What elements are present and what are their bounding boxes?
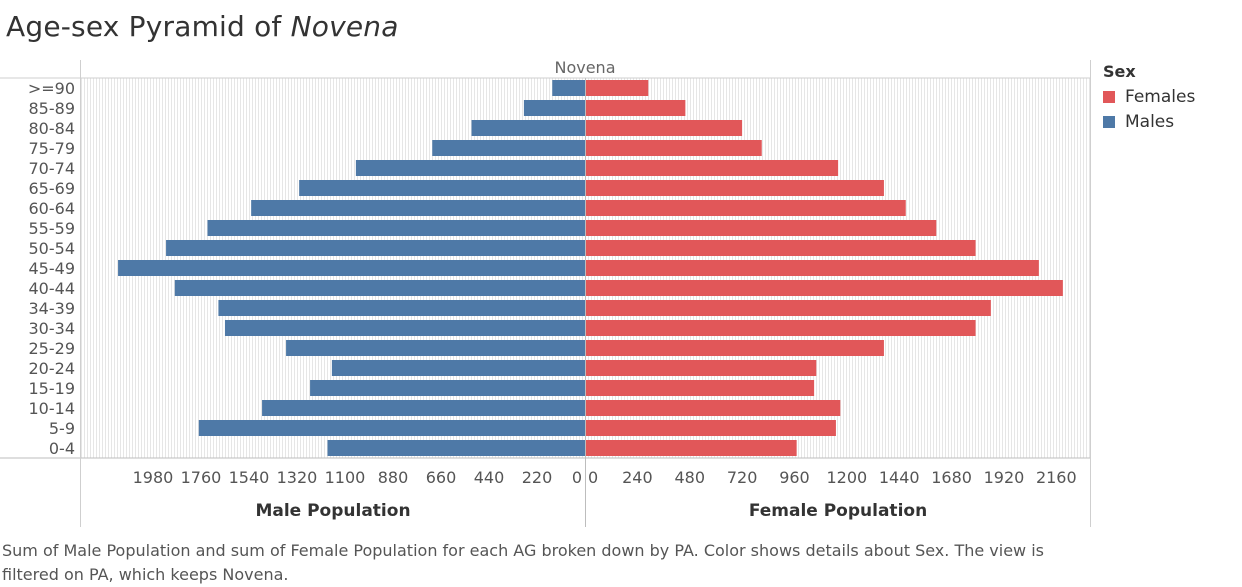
bar-male[interactable] <box>262 400 585 416</box>
x-tick-label-left: 1320 <box>277 468 318 487</box>
x-tick-label-right: 240 <box>622 468 653 487</box>
bar-male[interactable] <box>471 120 585 136</box>
y-tick-label: 5-9 <box>49 419 75 438</box>
bar-male[interactable] <box>432 140 585 156</box>
x-tick-label-left: 440 <box>474 468 505 487</box>
legend-label-males: Males <box>1125 111 1175 132</box>
bar-female[interactable] <box>585 100 686 116</box>
panel-header: Novena <box>554 58 615 77</box>
bar-female[interactable] <box>585 160 839 176</box>
bar-female[interactable] <box>585 340 884 356</box>
y-tick-label: 85-89 <box>29 99 76 118</box>
bar-male[interactable] <box>310 380 585 396</box>
bar-male[interactable] <box>299 180 585 196</box>
bar-male[interactable] <box>331 360 585 376</box>
chart-title-place: Novena <box>290 10 399 43</box>
bar-male[interactable] <box>224 320 585 336</box>
bar-male[interactable] <box>523 100 585 116</box>
x-tick-label-right: 2160 <box>1036 468 1077 487</box>
x-tick-label-right: 480 <box>674 468 705 487</box>
y-tick-label: 40-44 <box>29 279 76 298</box>
bar-female[interactable] <box>585 380 815 396</box>
x-tick-label-right: 1200 <box>826 468 867 487</box>
x-axis-title-female: Female Population <box>749 501 927 521</box>
x-tick-label-right: 0 <box>588 468 598 487</box>
bar-male[interactable] <box>552 80 585 96</box>
legend: Sex Females Males <box>1103 62 1195 134</box>
x-tick-label-right: 1440 <box>879 468 920 487</box>
y-tick-label: 80-84 <box>29 119 76 138</box>
y-tick-label: 25-29 <box>29 339 76 358</box>
bar-female[interactable] <box>585 440 797 456</box>
x-tick-label-left: 1980 <box>133 468 174 487</box>
y-tick-label: 55-59 <box>29 219 76 238</box>
legend-item-females[interactable]: Females <box>1103 84 1195 109</box>
x-tick-label-right: 960 <box>779 468 810 487</box>
x-tick-label-left: 0 <box>572 468 582 487</box>
x-tick-label-left: 1540 <box>229 468 270 487</box>
bar-female[interactable] <box>585 260 1039 276</box>
y-tick-label: 70-74 <box>29 159 76 178</box>
bar-female[interactable] <box>585 360 817 376</box>
legend-label-females: Females <box>1125 86 1196 107</box>
y-tick-label: 10-14 <box>29 399 76 418</box>
x-tick-label-left: 220 <box>522 468 553 487</box>
legend-title: Sex <box>1103 62 1136 81</box>
legend-item-males[interactable]: Males <box>1103 109 1195 134</box>
bar-female[interactable] <box>585 180 884 196</box>
bar-female[interactable] <box>585 240 976 256</box>
bar-female[interactable] <box>585 220 937 236</box>
bar-male[interactable] <box>198 420 585 436</box>
bar-female[interactable] <box>585 420 836 436</box>
caption: Sum of Male Population and sum of Female… <box>2 541 1044 584</box>
x-tick-label-left: 880 <box>378 468 409 487</box>
bar-female[interactable] <box>585 80 649 96</box>
x-tick-label-right: 1680 <box>931 468 972 487</box>
y-tick-label: >=90 <box>28 79 75 98</box>
y-tick-label: 34-39 <box>29 299 76 318</box>
bar-female[interactable] <box>585 140 762 156</box>
x-tick-label-left: 1760 <box>181 468 222 487</box>
y-tick-label: 65-69 <box>29 179 76 198</box>
bar-female[interactable] <box>585 280 1063 296</box>
x-tick-label-right: 1920 <box>984 468 1025 487</box>
bar-male[interactable] <box>166 240 585 256</box>
bar-male[interactable] <box>118 260 585 276</box>
y-tick-label: 20-24 <box>29 359 76 378</box>
pyramid-chart: >=9085-8980-8475-7970-7465-6960-6455-595… <box>0 58 1091 527</box>
legend-swatch-females <box>1103 90 1115 103</box>
bar-male[interactable] <box>174 280 585 296</box>
bar-female[interactable] <box>585 400 841 416</box>
y-tick-label: 30-34 <box>29 319 76 338</box>
bar-female[interactable] <box>585 120 743 136</box>
bar-female[interactable] <box>585 320 976 336</box>
bar-male[interactable] <box>286 340 585 356</box>
chart-title-main: Age-sex Pyramid of <box>6 10 291 43</box>
bar-male[interactable] <box>218 300 585 316</box>
bar-male[interactable] <box>251 200 586 216</box>
x-tick-label-left: 1100 <box>325 468 366 487</box>
x-tick-label-left: 660 <box>426 468 457 487</box>
y-tick-label: 45-49 <box>29 259 76 278</box>
x-tick-label-right: 720 <box>727 468 758 487</box>
x-axis-title-male: Male Population <box>255 501 410 521</box>
y-tick-label: 15-19 <box>29 379 76 398</box>
bar-female[interactable] <box>585 200 906 216</box>
chart-title: Age-sex Pyramid of Novena <box>6 10 399 43</box>
y-tick-label: 60-64 <box>29 199 76 218</box>
legend-swatch-males <box>1103 115 1115 128</box>
bar-male[interactable] <box>355 160 585 176</box>
bar-male[interactable] <box>207 220 585 236</box>
y-tick-label: 50-54 <box>29 239 76 258</box>
bar-male[interactable] <box>327 440 585 456</box>
y-tick-label: 75-79 <box>29 139 76 158</box>
y-tick-label: 0-4 <box>49 439 75 458</box>
bar-female[interactable] <box>585 300 991 316</box>
